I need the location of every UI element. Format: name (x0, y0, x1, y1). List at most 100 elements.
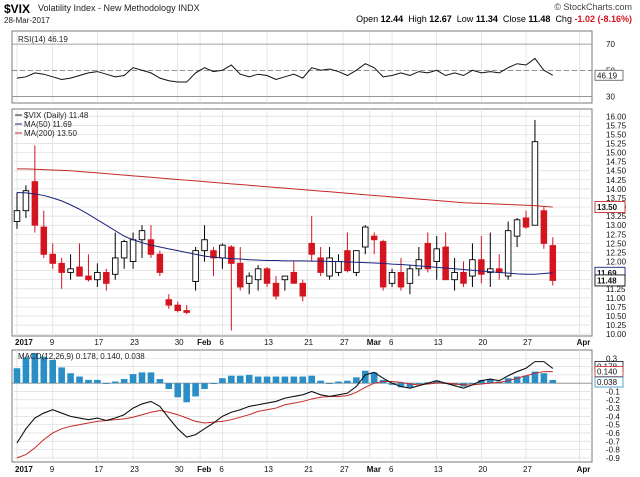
price-tick-label: 10.00 (606, 330, 627, 339)
candle-body (67, 268, 74, 273)
xaxis-label-price: Apr (577, 338, 591, 347)
ma200-last-value-label-box (594, 201, 626, 214)
security-title: Volatility Index - New Methodology (38, 3, 176, 13)
high-label: High (408, 14, 427, 24)
open-label: Open (356, 14, 379, 24)
macd-histogram-bar (522, 375, 530, 384)
macd-histogram-bar (138, 372, 146, 384)
candle-body (49, 253, 56, 264)
xaxis-label-macd: 9 (50, 465, 55, 474)
macd-tick-label: -0.7 (606, 437, 620, 446)
candle-body (165, 299, 173, 306)
candle-body (317, 257, 324, 273)
price-tick-label: 14.50 (606, 167, 627, 176)
open-value: 12.44 (380, 14, 404, 24)
macd-histogram-bar (388, 383, 396, 385)
xaxis-label-price: Mar (367, 338, 381, 347)
ma50-last-value-label: 11.69 (597, 269, 617, 278)
price-tick-label: 12.50 (606, 239, 627, 248)
macd-histogram-bar (335, 381, 342, 384)
candle-body (272, 282, 280, 297)
macd-histogram-bar (183, 383, 190, 403)
ma50-line (16, 192, 553, 275)
price-tick-label: 10.75 (606, 303, 627, 312)
xaxis-label-macd: Apr (577, 465, 591, 474)
macd-last-value-label: 0.038 (597, 378, 618, 387)
macd-last-value-box (594, 376, 624, 388)
candle-body (433, 248, 440, 262)
xaxis-label-macd: 6 (389, 465, 394, 474)
change-label: Chg (555, 14, 572, 24)
xaxis-label-price: 20 (478, 338, 487, 347)
macd-tick-label: -0.8 (606, 446, 620, 455)
candle-body (308, 242, 315, 255)
candle-body (397, 271, 405, 288)
candle-body (299, 282, 307, 297)
xaxis-label-macd: 27 (523, 465, 532, 474)
xaxis-label-price: 9 (50, 338, 55, 347)
macd-histogram-bar (540, 373, 548, 384)
candle-body (290, 271, 298, 284)
macd-histogram-bar (49, 359, 57, 384)
candle-body (522, 217, 530, 228)
chart-header: $VIX Volatility Index - New Methodology … (0, 0, 640, 28)
close-last-value-label: 11.48 (597, 276, 617, 285)
brand-watermark: © StockCharts.com (554, 2, 632, 12)
candle-body (326, 257, 333, 277)
macd-histogram-bar (361, 370, 369, 384)
candle-body (13, 210, 21, 223)
macd-legend: MACD(12,26,9) 0.178, 0.140, 0.038 (18, 352, 145, 361)
macd-histogram-bar (165, 383, 173, 389)
candle-body (210, 250, 217, 259)
macd-histogram-bar (210, 383, 217, 385)
macd-histogram-bar (406, 383, 414, 388)
xaxis-label-price: 27 (340, 338, 349, 347)
ohlc-summary: Open 12.44 High 12.67 Low 11.34 Close 11… (356, 14, 632, 24)
price-tick-label: 10.25 (606, 321, 627, 330)
candle-body (362, 226, 369, 248)
price-tick-label: 12.75 (606, 230, 627, 239)
xaxis-label-price: 30 (175, 338, 184, 347)
macd-histogram-bar (85, 379, 92, 384)
xaxis-label-price: 6 (219, 338, 224, 347)
change-value: -1.02 (-8.16%) (574, 14, 632, 24)
low-label: Low (456, 14, 474, 24)
macd-histogram-bar (272, 376, 280, 384)
macd-histogram-bar (433, 380, 441, 384)
macd-histogram-bar (290, 376, 298, 384)
macd-histogram-bar (129, 374, 137, 384)
price-tick-label: 12.00 (606, 258, 627, 267)
macd-last-value-label: 0.140 (597, 368, 618, 377)
rsi-line (16, 57, 554, 83)
macd-histogram-bar (397, 383, 405, 388)
candle-body (129, 239, 137, 262)
ma200-line (17, 168, 553, 208)
candle-body (415, 259, 423, 270)
candle-body (344, 250, 351, 272)
security-name: Volatility Index - New Methodology INDX (38, 3, 200, 13)
xaxis-label-price: 27 (523, 338, 532, 347)
candle-body (31, 181, 39, 226)
xaxis-label-macd: 13 (264, 465, 273, 474)
macd-histogram-bar (228, 375, 235, 384)
candle-body (513, 219, 521, 237)
macd-histogram-bar (549, 380, 557, 384)
candle-body (487, 268, 494, 273)
macd-histogram-bar (219, 378, 226, 384)
candle-body (469, 259, 476, 277)
macd-histogram-bar (31, 353, 39, 384)
candle-body (174, 304, 181, 312)
price-legend-vix: $VIX (Daily) 11.48 (24, 111, 89, 120)
candle-body (192, 250, 199, 282)
xaxis-label-macd: 23 (130, 465, 139, 474)
candle-body (22, 190, 30, 212)
candle-body (183, 310, 190, 313)
xaxis-label-price: 23 (130, 338, 139, 347)
price-legend-ma200: MA(200) 13.50 (24, 129, 77, 138)
macd-tick-label: -0.6 (606, 429, 620, 438)
macd-histogram-bar (120, 379, 128, 384)
macd-histogram-bar (40, 356, 48, 384)
price-tick-label: 13.00 (606, 221, 627, 230)
candle-body (120, 241, 128, 259)
macd-tick-label: -0.4 (606, 412, 620, 421)
